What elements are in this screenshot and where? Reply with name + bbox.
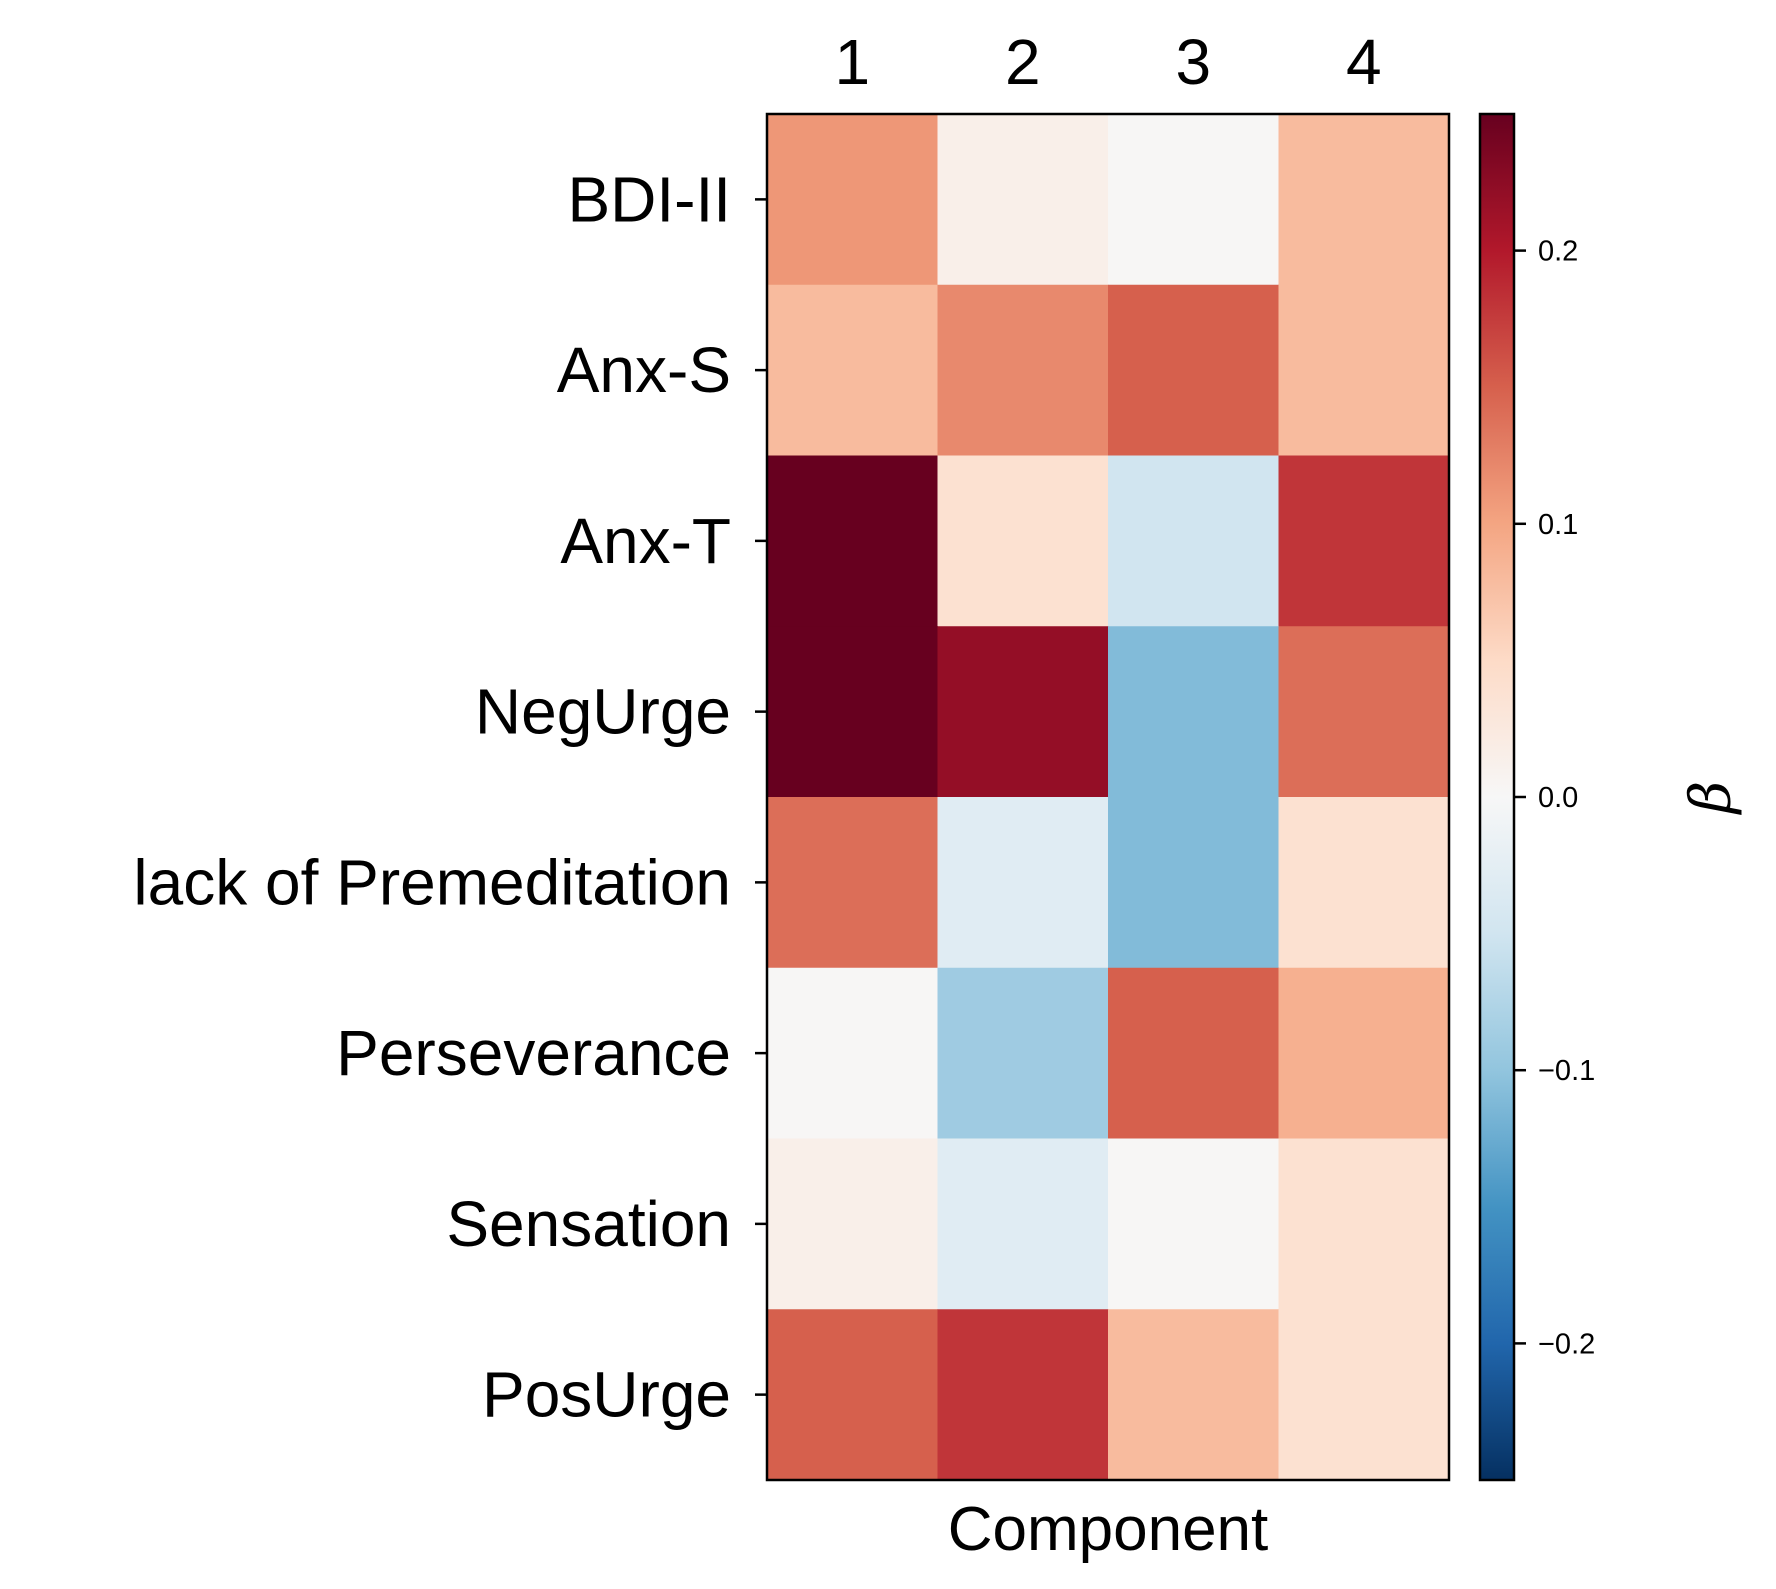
heatmap-cell [767,114,938,286]
heatmap-cell [767,797,938,969]
colorbar-tick-label: 0.2 [1538,236,1578,268]
y-tick-label: lack of Premeditation [133,846,731,918]
heatmap-cell [1278,797,1450,969]
heatmap-cell [767,626,938,798]
heatmap-cell [1278,284,1450,456]
heatmap-cell [1108,626,1279,798]
heatmap-cell [1278,455,1450,627]
x-tick-label: 2 [1005,26,1041,98]
heatmap-cell [1108,1309,1279,1481]
heatmap-cell [767,284,938,456]
heatmap-cell [767,455,938,627]
heatmap-cell [937,284,1109,456]
x-tick-label: 1 [834,26,870,98]
x-tick-label: 3 [1175,26,1211,98]
x-axis-ticks: 1 2 3 4 [834,26,1381,98]
heatmap-cell [937,1138,1109,1310]
heatmap-cell [1108,114,1279,286]
y-tick-label: NegUrge [475,676,731,748]
y-tick-label: Anx-T [560,505,731,577]
heatmap-cell [937,626,1109,798]
x-axis-title: Component [948,1495,1269,1564]
colorbar: −0.2 −0.1 0.0 0.1 0.2 β [1478,112,1744,1482]
plot-frame [765,112,1451,1482]
heatmap-cell [767,967,938,1139]
heatmap-cell [937,967,1109,1139]
heatmap-cell [1108,1138,1279,1310]
heatmap-cell [937,114,1109,286]
heatmap-cell [1108,284,1279,456]
y-tick-label: Sensation [446,1188,731,1260]
colorbar-tick-label: −0.2 [1538,1328,1595,1360]
heatmap-cell [767,1309,938,1481]
heatmap-cell [1278,1309,1450,1481]
y-tick-label: Anx-S [557,334,731,406]
heatmap-cells [767,114,1450,1481]
heatmap-cell [937,1309,1109,1481]
heatmap-cell [937,797,1109,969]
colorbar-tick-label: 0.1 [1538,509,1578,541]
heatmap-cell [1278,114,1450,286]
colorbar-tick-label: −0.1 [1538,1055,1595,1087]
heatmap-cell [1108,967,1279,1139]
y-tick-label: Perseverance [336,1017,731,1089]
colorbar-label: β [1679,781,1744,815]
heatmap-cell [937,455,1109,627]
heatmap-cell [1278,967,1450,1139]
colorbar-gradient [1480,114,1514,1480]
heatmap-cell [1108,455,1279,627]
heatmap-cell [1108,797,1279,969]
colorbar-tick-label: 0.0 [1538,782,1578,814]
y-tick-label: PosUrge [482,1359,731,1431]
y-tick-label: BDI-II [567,163,731,235]
heatmap-cell [767,1138,938,1310]
heatmap-cell [1278,1138,1450,1310]
heatmap-cell [1278,626,1450,798]
y-axis-ticks: BDI-II Anx-S Anx-T NegUrge lack of Premedita… [133,163,767,1431]
x-tick-label: 4 [1346,26,1382,98]
